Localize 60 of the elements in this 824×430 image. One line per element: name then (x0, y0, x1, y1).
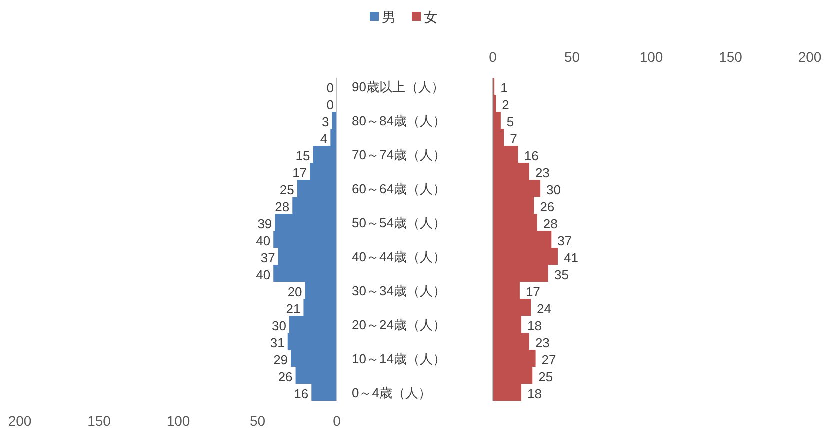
data-label: 1 (500, 80, 508, 96)
data-label: 4 (320, 132, 328, 146)
data-label: 25 (280, 182, 294, 198)
x-tick-label: 150 (88, 413, 112, 429)
data-label: 0 (326, 80, 334, 96)
data-label: 7 (510, 132, 518, 146)
data-label: 40 (256, 268, 271, 282)
data-label: 3 (322, 114, 330, 130)
y-tick-label: 40～44歳（人） (352, 250, 446, 264)
x-tick-label: 0 (333, 413, 342, 429)
y-tick-label: 70～74歳（人） (352, 148, 446, 162)
data-label: 37 (558, 234, 572, 248)
y-tick-label: 90歳以上（人） (352, 80, 444, 94)
data-label: 27 (542, 352, 556, 368)
y-tick-label: 60～64歳（人） (352, 182, 446, 196)
data-label: 31 (270, 336, 285, 350)
data-label: 26 (540, 200, 555, 214)
x2-tick-label: 0 (489, 49, 498, 65)
data-label: 21 (286, 302, 301, 316)
x-tick-label: 50 (250, 413, 266, 429)
data-label: 17 (292, 166, 308, 180)
data-label: 30 (546, 182, 562, 198)
data-label: 20 (288, 284, 302, 300)
data-label: 24 (537, 302, 552, 316)
data-label: 0 (326, 98, 334, 112)
data-label: 16 (524, 148, 539, 164)
y-tick-label: 20～24歳（人） (352, 318, 446, 332)
data-label: 23 (535, 336, 550, 350)
data-label: 15 (296, 148, 310, 164)
data-label: 37 (260, 250, 276, 266)
data-label: 28 (543, 216, 558, 232)
y-tick-label: 0～4歳（人） (352, 386, 432, 400)
legend-label: 女 (424, 9, 438, 25)
data-label: 29 (274, 352, 288, 368)
x2-tick-label: 150 (719, 49, 743, 65)
y-tick-label: 30～34歳（人） (352, 284, 446, 298)
data-label: 17 (526, 284, 540, 300)
data-label: 2 (502, 98, 510, 112)
data-label: 41 (564, 250, 578, 266)
legend-label: 男 (382, 9, 396, 25)
y-tick-label: 50～54歳（人） (352, 216, 446, 230)
data-label: 39 (258, 216, 272, 232)
data-label: 23 (535, 166, 550, 180)
data-label: 18 (528, 386, 542, 402)
y-tick-label: 80～84歳（人） (352, 114, 446, 128)
data-label: 30 (272, 318, 286, 334)
x2-tick-label: 50 (564, 49, 580, 65)
x-tick-label: 100 (166, 413, 190, 429)
data-label: 35 (554, 268, 569, 282)
data-label: 28 (275, 200, 290, 214)
x-tick-label: 200 (8, 413, 32, 429)
data-label: 5 (506, 114, 514, 130)
data-label: 18 (528, 318, 542, 334)
x2-tick-label: 200 (798, 49, 822, 65)
data-label: 26 (278, 370, 293, 384)
x2-tick-label: 100 (640, 49, 664, 65)
data-label: 25 (538, 370, 554, 384)
data-label: 40 (256, 234, 271, 248)
y-tick-label: 10～14歳（人） (352, 352, 446, 366)
data-label: 16 (294, 386, 309, 402)
